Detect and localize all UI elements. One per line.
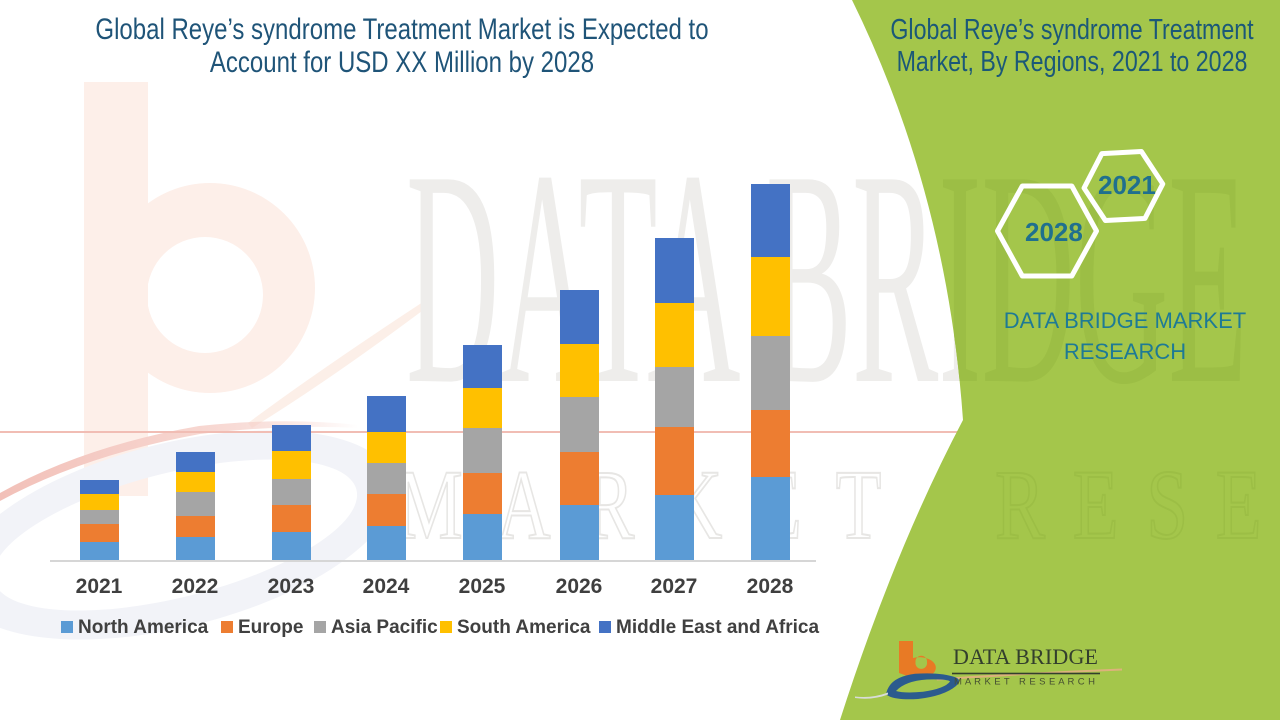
svg-text:M A R K E T R E S E A R C H: M A R K E T R E S E A R C H xyxy=(954,677,1095,688)
svg-text:DATA BRIDGE: DATA BRIDGE xyxy=(953,644,1098,669)
